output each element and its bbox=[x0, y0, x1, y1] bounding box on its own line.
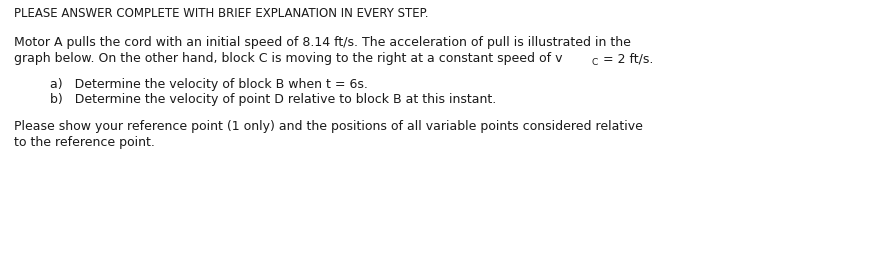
Text: b)   Determine the velocity of point D relative to block B at this instant.: b) Determine the velocity of point D rel… bbox=[50, 93, 497, 106]
Text: C: C bbox=[591, 58, 597, 67]
Text: a)   Determine the velocity of block B when t = 6s.: a) Determine the velocity of block B whe… bbox=[50, 78, 368, 91]
Text: Motor A pulls the cord with an initial speed of 8.14 ft/s. The acceleration of p: Motor A pulls the cord with an initial s… bbox=[14, 36, 631, 49]
Text: graph below. On the other hand, block C is moving to the right at a constant spe: graph below. On the other hand, block C … bbox=[14, 52, 563, 65]
Text: = 2 ft/s.: = 2 ft/s. bbox=[599, 52, 654, 65]
Text: to the reference point.: to the reference point. bbox=[14, 136, 155, 149]
Text: PLEASE ANSWER COMPLETE WITH BRIEF EXPLANATION IN EVERY STEP.: PLEASE ANSWER COMPLETE WITH BRIEF EXPLAN… bbox=[14, 7, 429, 20]
Text: Please show your reference point (1 only) and the positions of all variable poin: Please show your reference point (1 only… bbox=[14, 120, 643, 133]
